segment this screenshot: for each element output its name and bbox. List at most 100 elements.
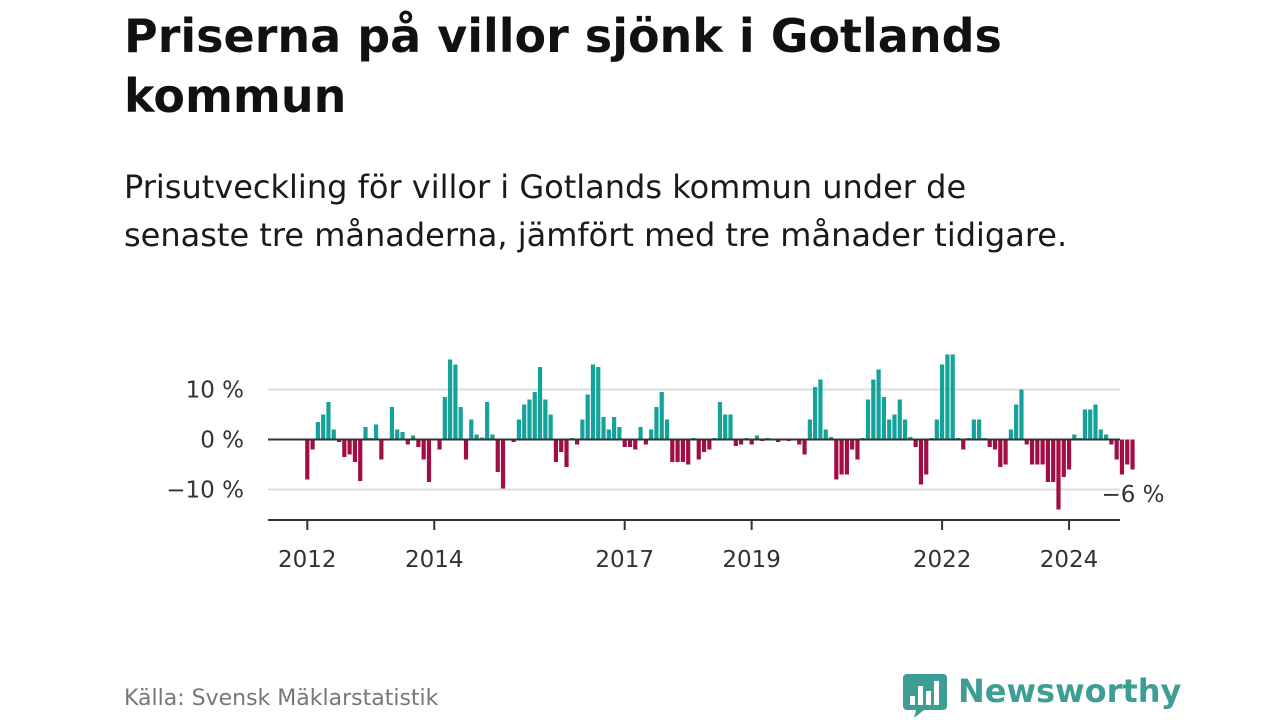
bar — [379, 439, 384, 460]
brand-name: Newsworthy — [958, 672, 1182, 710]
bar — [606, 429, 611, 440]
bar — [1093, 404, 1098, 440]
bar — [1061, 439, 1066, 477]
bar — [670, 439, 675, 462]
bar — [1008, 429, 1013, 440]
bar — [934, 419, 939, 440]
bar — [950, 354, 955, 440]
bar — [1109, 439, 1114, 445]
bar — [1072, 434, 1077, 440]
bar — [707, 439, 712, 450]
bar — [1130, 439, 1135, 470]
bar — [363, 427, 368, 440]
bar — [411, 435, 416, 440]
bar — [453, 364, 458, 440]
bar — [500, 439, 506, 489]
bar — [1014, 404, 1019, 440]
bar — [834, 439, 839, 480]
bar — [485, 402, 490, 440]
bar — [696, 439, 701, 460]
bar — [818, 379, 823, 440]
x-tick-label: 2017 — [595, 547, 654, 573]
bar — [347, 439, 352, 455]
bar — [887, 419, 892, 440]
bar — [490, 434, 495, 440]
bar — [1066, 439, 1072, 470]
bar — [373, 424, 379, 440]
bar — [918, 439, 924, 485]
bar — [839, 439, 844, 475]
bar — [1103, 434, 1109, 440]
bar — [738, 439, 744, 445]
bar — [733, 439, 738, 446]
x-tick-label: 2022 — [913, 547, 972, 573]
bar — [823, 429, 828, 440]
y-tick-label: 0 % — [200, 428, 244, 454]
bar — [680, 439, 685, 462]
bar — [1098, 429, 1103, 440]
bar — [664, 419, 670, 440]
bar — [543, 399, 548, 440]
last-value-annotation: −6 % — [1101, 482, 1164, 508]
bar — [627, 439, 633, 447]
bar — [686, 439, 691, 465]
bar — [643, 439, 648, 445]
bar — [1029, 439, 1035, 465]
bar — [1019, 389, 1024, 440]
y-tick-label: −10 % — [166, 478, 244, 504]
x-tick-label: 2012 — [278, 547, 337, 573]
bar — [442, 397, 447, 440]
bar — [908, 437, 913, 440]
bar — [797, 439, 802, 445]
bar — [564, 439, 569, 467]
bar — [924, 439, 929, 475]
bar — [1024, 439, 1029, 445]
bar — [813, 387, 818, 440]
bar — [315, 422, 320, 440]
bar — [807, 419, 812, 440]
bar — [828, 437, 834, 440]
bar — [633, 439, 638, 450]
bar — [448, 359, 453, 440]
bar — [649, 429, 654, 440]
x-tick-label: 2024 — [1040, 547, 1099, 573]
bar — [580, 419, 585, 440]
bar — [336, 439, 342, 442]
bar — [913, 439, 918, 447]
bar — [776, 439, 781, 442]
bar — [421, 439, 426, 460]
bar — [717, 402, 723, 440]
bar — [902, 419, 908, 440]
bar — [389, 407, 395, 440]
bar — [590, 364, 596, 440]
chart-subtitle: Prisutveckling för villor i Gotlands kom… — [124, 168, 1068, 254]
bar — [601, 417, 606, 440]
bar — [728, 414, 733, 440]
bar — [1040, 439, 1045, 465]
bar — [426, 439, 432, 482]
bar — [612, 417, 617, 440]
bar — [331, 429, 336, 440]
bar — [723, 414, 728, 440]
bar — [537, 367, 543, 440]
bar — [749, 439, 754, 445]
bar — [310, 439, 315, 450]
bar — [559, 439, 564, 452]
bar — [527, 399, 532, 440]
bar — [458, 407, 463, 440]
bar — [992, 439, 998, 450]
x-tick-label: 2019 — [722, 547, 781, 573]
source-label: Källa: Svensk Mäklarstatistik — [124, 686, 439, 711]
bar — [802, 439, 807, 455]
bar — [1088, 409, 1093, 440]
bar — [659, 392, 664, 440]
bar — [405, 439, 410, 445]
bar — [961, 439, 966, 450]
bar — [1051, 439, 1056, 482]
bar — [574, 439, 580, 445]
bar — [395, 429, 400, 440]
bar — [701, 439, 707, 452]
bar — [892, 414, 897, 440]
bar — [516, 419, 521, 440]
bar — [855, 439, 860, 460]
